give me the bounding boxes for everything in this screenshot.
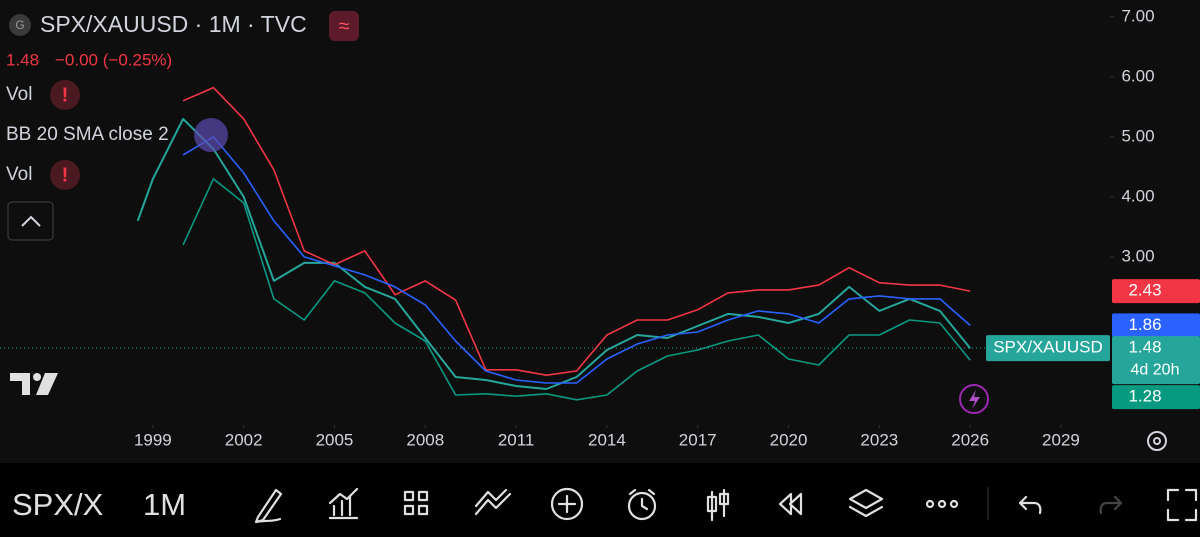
lower-badge [1112,385,1200,410]
x-tick-label: 2017 [679,430,717,449]
lower-badge-label: 1.28 [1128,387,1161,406]
x-tick-label: 2029 [1042,430,1080,449]
exchange-logo [9,14,31,36]
x-tick-label: 2005 [316,430,354,449]
add-tool[interactable] [550,487,584,521]
basis-badge [1112,313,1200,338]
loading-badge [194,118,228,152]
indicator-label[interactable]: BB 20 SMA close 2 [6,124,169,145]
price-badge [1112,336,1200,385]
basis-badge-label: 1.86 [1128,315,1161,334]
quote-price: 1.48 [6,50,39,69]
countdown: 4d 20h [1131,361,1180,378]
layout-tool[interactable] [403,490,429,516]
upper-badge-label: 2.43 [1128,281,1161,300]
more-tool[interactable] [925,499,935,509]
symbol-title[interactable]: SPX/XAUUSD · 1M · TVC [40,11,307,37]
y-tick-label: 6.00 [1121,66,1154,85]
price-badge-label: 1.48 [1128,338,1161,357]
alert-icon [969,390,980,409]
compare-tool[interactable] [474,488,512,516]
exchange-logo-letter: G [15,18,24,32]
band-line [182,178,971,401]
x-tick-label: 2002 [225,430,263,449]
add-icon [557,494,577,514]
x-tick-label: 2014 [588,430,626,449]
warning-badge[interactable] [50,160,80,190]
settings-button[interactable] [1147,431,1167,451]
warning-badge[interactable] [50,80,80,110]
collapse-button[interactable] [7,201,54,241]
y-tick-label: 3.00 [1121,246,1154,265]
x-tick-label: 2008 [406,430,444,449]
indicators-tool[interactable] [328,487,359,520]
toolbar-interval[interactable]: 1M [143,487,186,522]
quote-change: −0.00 (−0.25%) [55,50,172,69]
chart-type-tool[interactable] [706,488,730,522]
x-tick-label: 2023 [860,430,898,449]
warning-icon: ! [62,84,69,106]
tv-logo-dot [33,373,41,381]
indicator-label[interactable]: Vol [6,84,32,105]
settings-icon [1153,437,1161,445]
more-dot [949,499,959,509]
undo-tool[interactable] [1018,495,1042,515]
y-tick-label: 4.00 [1121,186,1154,205]
replay-tool[interactable] [778,492,803,516]
toolbar-symbol[interactable]: SPX/X [12,487,104,522]
status-icon: ≈ [339,15,350,37]
draw-tool[interactable] [254,488,283,524]
band-line [182,136,971,384]
y-tick-label: 5.00 [1121,126,1154,145]
upper-badge [1112,279,1200,304]
plot-area: 3.00 4.00 5.00 6.00 7.00 1999 2002 2005 2008 2011… [0,6,1200,449]
warning-icon: ! [62,164,69,186]
x-tick-label: 1999 [134,430,172,449]
collapse-icon [21,215,41,227]
x-tick-label: 2020 [770,430,808,449]
alert-tool[interactable] [627,491,657,521]
status-badge[interactable] [329,11,359,41]
x-tick-label: 2011 [498,430,535,449]
y-tick-label: 7.00 [1121,6,1154,25]
alert-badge[interactable] [959,384,989,414]
symbol-badge [986,335,1110,362]
symbol-badge-label: SPX/XAUUSD [993,338,1103,357]
more-dot [937,499,947,509]
alert-icon [628,488,656,511]
layers-tool[interactable] [848,488,884,518]
tv-logo [10,373,58,395]
band-line [182,86,971,376]
toolbar [0,463,1200,537]
redo-tool[interactable] [1099,495,1123,515]
indicator-label[interactable]: Vol [6,164,32,185]
x-tick-label: 2026 [951,430,989,449]
fullscreen-tool[interactable] [1166,488,1198,522]
price-line [136,117,971,390]
